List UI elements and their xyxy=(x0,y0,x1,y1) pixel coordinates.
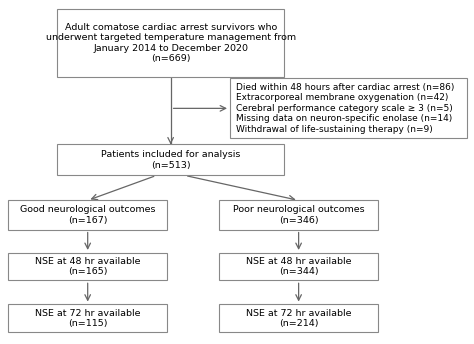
Text: Poor neurological outcomes
(n=346): Poor neurological outcomes (n=346) xyxy=(233,205,365,225)
Text: Adult comatose cardiac arrest survivors who
underwent targeted temperature manag: Adult comatose cardiac arrest survivors … xyxy=(46,23,296,63)
FancyBboxPatch shape xyxy=(219,253,378,280)
FancyBboxPatch shape xyxy=(8,253,167,280)
Text: NSE at 72 hr available
(n=115): NSE at 72 hr available (n=115) xyxy=(35,309,140,328)
FancyBboxPatch shape xyxy=(57,9,284,77)
Text: Good neurological outcomes
(n=167): Good neurological outcomes (n=167) xyxy=(20,205,155,225)
FancyBboxPatch shape xyxy=(8,200,167,230)
Text: NSE at 48 hr available
(n=344): NSE at 48 hr available (n=344) xyxy=(246,257,351,276)
Text: Died within 48 hours after cardiac arrest (n=86)
Extracorporeal membrane oxygena: Died within 48 hours after cardiac arres… xyxy=(236,83,454,134)
FancyBboxPatch shape xyxy=(219,304,378,332)
FancyBboxPatch shape xyxy=(57,144,284,175)
Text: NSE at 48 hr available
(n=165): NSE at 48 hr available (n=165) xyxy=(35,257,140,276)
Text: Patients included for analysis
(n=513): Patients included for analysis (n=513) xyxy=(101,150,240,170)
FancyBboxPatch shape xyxy=(219,200,378,230)
Text: NSE at 72 hr available
(n=214): NSE at 72 hr available (n=214) xyxy=(246,309,351,328)
FancyBboxPatch shape xyxy=(8,304,167,332)
FancyBboxPatch shape xyxy=(230,78,467,138)
